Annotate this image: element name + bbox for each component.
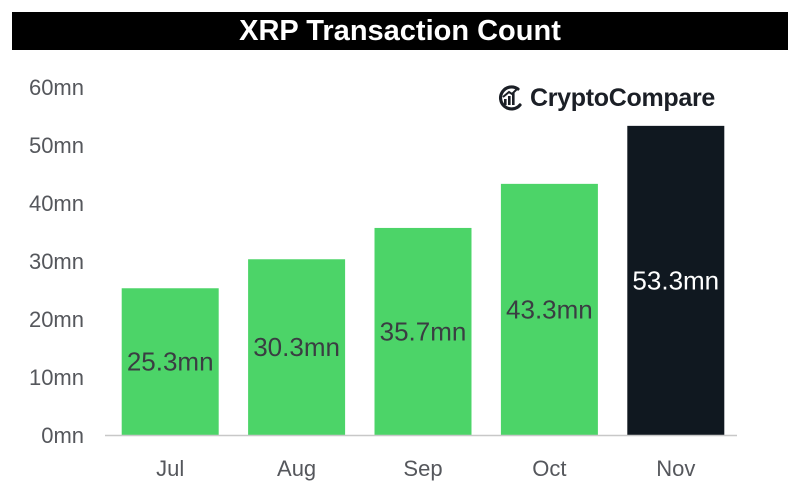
bar-jul xyxy=(121,288,219,435)
x-tick-label: Sep xyxy=(403,456,442,481)
bar-aug xyxy=(248,259,346,435)
bar-value-label: 25.3mn xyxy=(127,347,214,377)
x-tick-label: Nov xyxy=(656,456,695,481)
y-tick-label: 10mn xyxy=(29,365,84,390)
y-tick-label: 40mn xyxy=(29,191,84,216)
bar-value-label: 30.3mn xyxy=(253,332,340,362)
bar-nov xyxy=(627,125,725,436)
bar-sep xyxy=(374,227,472,435)
cryptocompare-logo-icon xyxy=(498,85,522,111)
x-tick-label: Aug xyxy=(277,456,316,481)
x-tick-label: Jul xyxy=(156,456,184,481)
bar-value-label: 43.3mn xyxy=(506,294,593,324)
logo-text: CryptoCompare xyxy=(530,83,716,112)
bar-value-label: 53.3mn xyxy=(632,265,719,295)
y-tick-label: 0mn xyxy=(41,423,84,448)
y-axis: 0mn 10mn 20mn 30mn 40mn 50mn 60mn xyxy=(29,75,84,448)
x-tick-label: Oct xyxy=(532,456,566,481)
bar-oct xyxy=(500,183,598,435)
cryptocompare-logo: CryptoCompare xyxy=(496,80,715,116)
y-tick-label: 60mn xyxy=(29,75,84,100)
y-tick-label: 20mn xyxy=(29,307,84,332)
bar-value-label: 35.7mn xyxy=(380,316,467,346)
x-axis: Jul Aug Sep Oct Nov xyxy=(156,456,695,481)
y-tick-label: 30mn xyxy=(29,249,84,274)
chart-title: XRP Transaction Count xyxy=(12,12,788,50)
bars: 25.3mn 30.3mn 35.7mn 43.3mn 53.3mn xyxy=(121,125,725,436)
y-tick-label: 50mn xyxy=(29,133,84,158)
